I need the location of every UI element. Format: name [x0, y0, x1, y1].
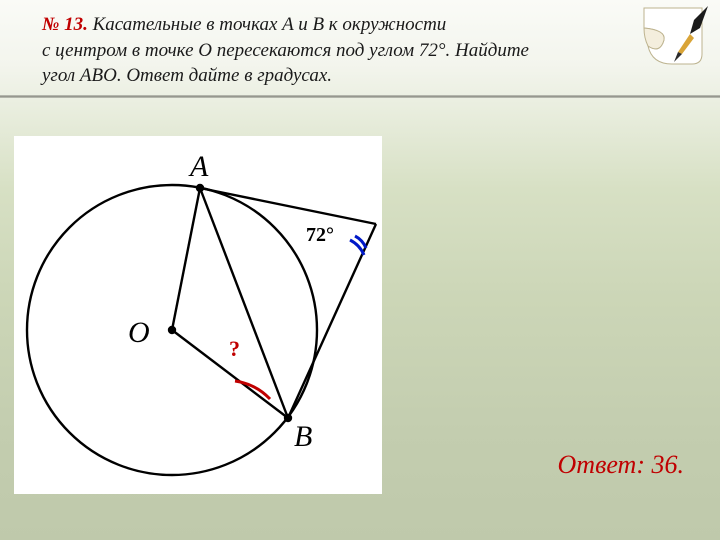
slide: № 13. Касательные в точках A и B к окруж…: [0, 0, 720, 540]
answer-text: Ответ: 36.: [558, 450, 684, 480]
angle-question-label: ?: [229, 336, 240, 362]
angle-72-arc: [350, 236, 366, 255]
divider-line: [0, 95, 720, 98]
svg-text:A: A: [188, 150, 209, 183]
pen-icon: [642, 6, 712, 76]
problem-line3: угол ABO. Ответ дайте в градусах.: [42, 65, 332, 86]
angle-72-label: 72°: [306, 224, 334, 247]
problem-line2: с центром в точке O пересекаются под угл…: [42, 40, 529, 61]
problem-number: № 13.: [42, 14, 88, 35]
construction-lines: [172, 188, 376, 418]
svg-text:B: B: [294, 420, 312, 453]
points: [168, 184, 292, 422]
problem-line1: Касательные в точках A и B к окружности: [88, 14, 446, 35]
svg-text:O: O: [128, 316, 150, 349]
problem-text: № 13. Касательные в точках A и B к окруж…: [42, 12, 630, 89]
geometry-figure: O A B 72° ?: [14, 136, 382, 494]
